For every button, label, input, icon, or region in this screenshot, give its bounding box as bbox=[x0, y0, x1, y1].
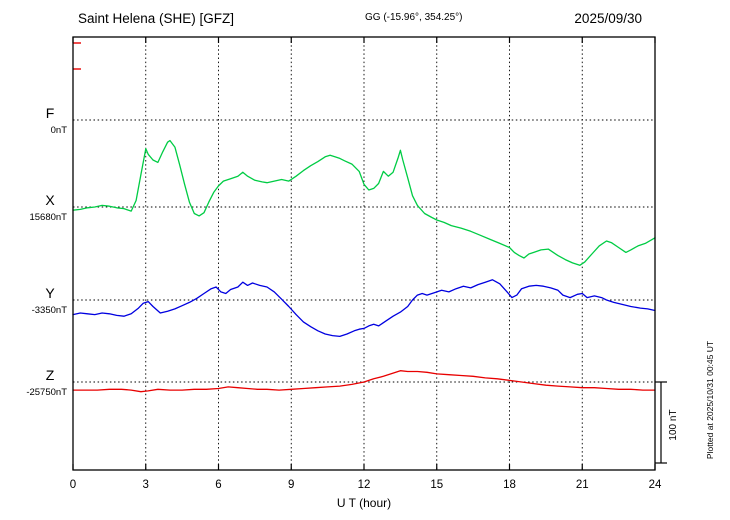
baseline-value-F: 0nT bbox=[51, 125, 68, 136]
station-title: Saint Helena (SHE) [GFZ] bbox=[78, 11, 234, 26]
x-tick-label: 9 bbox=[288, 479, 294, 491]
component-label-X: X bbox=[45, 192, 55, 208]
series-lines bbox=[72, 139, 656, 393]
gridlines bbox=[73, 37, 655, 470]
component-label-Y: Y bbox=[45, 285, 55, 301]
x-tick-label: 6 bbox=[215, 479, 221, 491]
plotted-at-label: Plotted at 2025/10/31 00:45 UT bbox=[705, 341, 715, 459]
axis-ticks: 0 3 6 9 12 15 18 21 24 bbox=[70, 37, 662, 491]
x-tick-label: 3 bbox=[143, 479, 149, 491]
scale-bar bbox=[655, 381, 667, 464]
geographic-coordinates: GG (-15.96°, 354.25°) bbox=[365, 12, 463, 23]
component-label-F: F bbox=[46, 105, 55, 121]
trace-X bbox=[72, 139, 656, 266]
plot-date: 2025/09/30 bbox=[574, 11, 642, 26]
component-labels: F 0nT X 15680nT Y -3350nT Z -25750nT bbox=[26, 105, 67, 398]
plot-frame bbox=[72, 36, 656, 471]
component-label-Z: Z bbox=[46, 367, 55, 383]
trace-Z bbox=[72, 370, 656, 393]
x-tick-label: 24 bbox=[649, 479, 662, 491]
x-tick-label: 0 bbox=[70, 479, 76, 491]
baseline-value-Z: -25750nT bbox=[26, 387, 67, 398]
baseline-value-Y: -3350nT bbox=[32, 305, 68, 316]
x-tick-label: 18 bbox=[503, 479, 516, 491]
x-tick-label: 12 bbox=[358, 479, 371, 491]
x-tick-label: 15 bbox=[430, 479, 443, 491]
x-axis-title: U T (hour) bbox=[337, 496, 391, 510]
trace-Y bbox=[72, 279, 656, 338]
scale-bar-label: 100 nT bbox=[668, 409, 679, 440]
baseline-value-X: 15680nT bbox=[29, 212, 67, 223]
x-tick-label: 21 bbox=[576, 479, 589, 491]
